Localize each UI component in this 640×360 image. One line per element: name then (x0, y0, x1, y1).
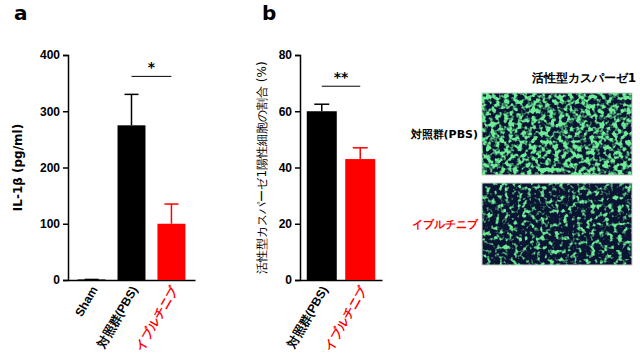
y-tick: 40 (279, 161, 300, 175)
error-bar-stem (171, 204, 173, 224)
micrograph-title: 活性型カスパーゼ1 (531, 71, 636, 85)
y-tick: 60 (279, 105, 300, 119)
panel-1: b 活性型カスパーゼ1陽性細胞の割合 (%) 0 20 40 60 80 対照群(PBS)イブ… (255, 1, 383, 353)
y-tick: 80 (279, 48, 300, 62)
error-bar-stem (359, 148, 361, 159)
panel-letter: a (14, 1, 28, 25)
y-tick: 200 (40, 161, 68, 175)
x-tick: 対照群(PBS) (94, 280, 141, 351)
y-tick: 400 (40, 48, 68, 62)
y-axis-title: 活性型カスパーゼ1陽性細胞の割合 (%) (255, 61, 269, 273)
micrograph-signal (482, 93, 632, 175)
y-tick-mark (63, 55, 68, 57)
micrograph-label: 対照群(PBS) (410, 128, 478, 141)
x-tick: イブルチニブ (321, 280, 370, 353)
x-axis: 対照群(PBS)イブルチニブ (284, 280, 383, 353)
y-tick-mark (295, 167, 300, 169)
x-tick-label: Sham (72, 284, 100, 319)
y-tick-label: 80 (279, 48, 293, 62)
panel-letter: b (262, 1, 276, 25)
error-bar-stem (321, 104, 323, 111)
significance-label: * (148, 59, 156, 75)
y-tick-mark (63, 280, 68, 282)
micrograph (482, 183, 632, 265)
y-tick-mark (63, 224, 68, 226)
y-tick-mark (63, 111, 68, 113)
y-tick-mark (295, 280, 300, 282)
x-tick: イブルチニブ (132, 280, 181, 353)
y-axis-title: IL-1β (pg/ml) (11, 124, 25, 211)
y-tick-label: 200 (40, 161, 60, 175)
micrograph-signal (482, 183, 632, 265)
micrographs: 活性型カスパーゼ1 対照群(PBS) イブルチニブ (410, 71, 636, 265)
bar (345, 159, 375, 280)
x-tick-label: イブルチニブ (132, 283, 181, 353)
bar (118, 125, 146, 280)
y-tick-label: 40 (279, 161, 293, 175)
error-bar-cap (314, 103, 329, 105)
micrograph (482, 93, 632, 175)
error-bar (314, 104, 329, 111)
y-tick-mark (295, 111, 300, 113)
error-bar-cap (125, 94, 139, 96)
panel-0: a IL-1β (pg/ml) 0 100 200 300 400 Sham対照群(PBS)イ… (11, 1, 196, 353)
error-bar-stem (131, 94, 133, 125)
error-bar (85, 279, 99, 280)
y-tick: 20 (279, 217, 300, 231)
figure: aIL-1β (pg/ml)0100200300400Sham対照群(PBS)イ… (0, 0, 640, 360)
error-bar-cap (85, 279, 99, 280)
y-tick-mark (295, 55, 300, 57)
y-tick: 100 (40, 217, 68, 231)
y-tick: 0 (53, 273, 68, 287)
bar (78, 279, 106, 280)
y-tick: 0 (285, 273, 300, 287)
x-axis: Sham対照群(PBS)イブルチニブ (69, 280, 196, 353)
y-tick-label: 20 (279, 217, 293, 231)
bar (157, 224, 185, 280)
error-bar-cap (164, 203, 178, 205)
micrograph-label: イブルチニブ (412, 218, 479, 231)
error-bar-cap (353, 147, 368, 149)
plot-area (78, 94, 186, 280)
significance-bracket (322, 86, 360, 87)
y-tick-mark (63, 167, 68, 169)
y-tick-label: 0 (53, 273, 60, 287)
y-axis: 0 100 200 300 400 (40, 48, 69, 287)
x-tick-label: イブルチニブ (321, 283, 370, 353)
significance-label: ** (334, 69, 349, 85)
error-bar (164, 204, 178, 224)
y-tick-label: 60 (279, 105, 293, 119)
error-bar (353, 148, 368, 159)
y-tick-label: 100 (40, 217, 60, 231)
y-axis-line (63, 56, 69, 281)
plot-area (307, 104, 375, 280)
y-tick-label: 400 (40, 48, 60, 62)
y-tick-mark (295, 224, 300, 226)
y-axis-line (295, 56, 301, 281)
y-tick: 300 (40, 105, 68, 119)
y-tick-label: 300 (40, 105, 60, 119)
error-bar (125, 94, 139, 125)
bar (307, 111, 337, 280)
significance-bracket (132, 76, 172, 77)
x-tick-label: 対照群(PBS) (94, 284, 141, 351)
y-axis: 0 20 40 60 80 (279, 48, 301, 287)
y-tick-label: 0 (285, 273, 292, 287)
x-tick: Sham (72, 280, 100, 319)
